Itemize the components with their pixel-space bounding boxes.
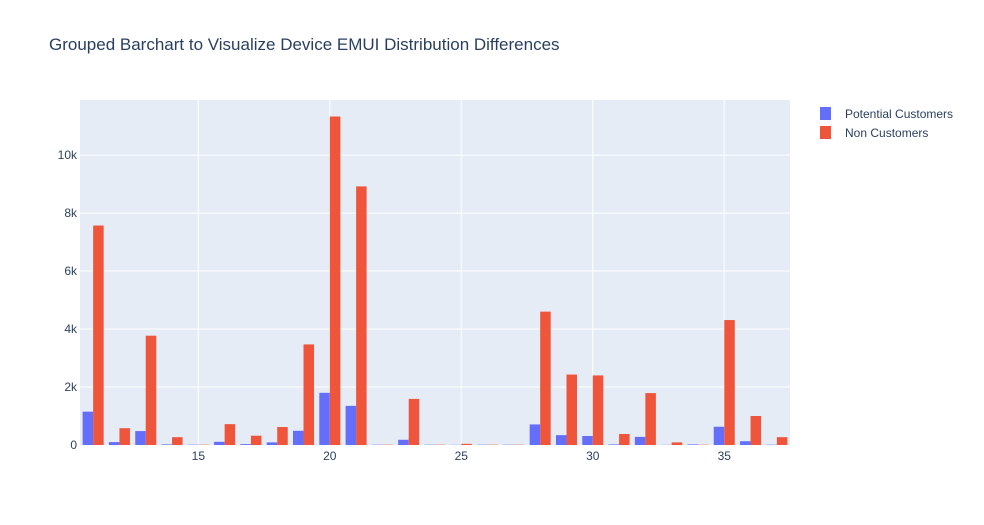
bar-potential-customers[interactable] (687, 444, 698, 445)
bar-potential-customers[interactable] (529, 424, 541, 445)
bar-potential-customers[interactable] (555, 435, 567, 445)
bars (82, 116, 788, 445)
x-tick-label: 20 (323, 449, 337, 463)
plot-area (80, 100, 790, 445)
bar-non-customers[interactable] (566, 374, 577, 445)
bar-potential-customers[interactable] (82, 411, 94, 445)
x-tick-label: 15 (192, 449, 206, 463)
x-tick-label: 35 (718, 449, 732, 463)
bar-non-customers[interactable] (93, 225, 104, 445)
bar-non-customers[interactable] (776, 437, 788, 445)
legend[interactable]: Potential Customers Non Customers (820, 107, 953, 140)
bar-non-customers[interactable] (645, 393, 656, 445)
bar-potential-customers[interactable] (608, 444, 620, 445)
x-tick-label: 30 (586, 449, 600, 463)
bar-non-customers[interactable] (119, 428, 130, 445)
bar-non-customers[interactable] (592, 375, 604, 445)
bar-non-customers[interactable] (277, 427, 288, 445)
bar-non-customers[interactable] (250, 435, 262, 445)
bar-potential-customers[interactable] (634, 436, 646, 445)
bar-non-customers[interactable] (145, 335, 157, 445)
bar-non-customers[interactable] (750, 416, 762, 445)
bar-non-customers[interactable] (619, 433, 630, 445)
y-tick-label: 2k (64, 380, 78, 394)
bar-potential-customers[interactable] (240, 444, 251, 445)
x-tick-label: 25 (455, 449, 469, 463)
y-tick-label: 6k (64, 264, 78, 278)
bar-non-customers[interactable] (329, 116, 341, 445)
legend-swatch[interactable] (820, 126, 831, 139)
y-tick-label: 4k (64, 322, 78, 336)
legend-item-non-customers[interactable]: Non Customers (820, 126, 928, 140)
chart-title: Grouped Barchart to Visualize Device EMU… (49, 35, 560, 54)
bar-potential-customers[interactable] (345, 405, 357, 445)
y-axis-ticks: 0 2k 4k 6k 8k 10k (58, 148, 78, 452)
bar-potential-customers[interactable] (713, 426, 725, 445)
bar-potential-customers[interactable] (161, 444, 173, 445)
bar-potential-customers[interactable] (293, 430, 304, 445)
legend-label[interactable]: Non Customers (845, 126, 928, 140)
bar-non-customers[interactable] (224, 424, 236, 445)
bar-potential-customers[interactable] (108, 442, 120, 445)
bar-potential-customers[interactable] (266, 442, 278, 445)
bar-non-customers[interactable] (408, 398, 420, 445)
bar-non-customers[interactable] (461, 443, 472, 445)
bar-potential-customers[interactable] (740, 441, 751, 445)
bar-potential-customers[interactable] (135, 431, 146, 445)
bar-non-customers[interactable] (172, 437, 183, 445)
bar-non-customers[interactable] (356, 186, 367, 445)
bar-non-customers[interactable] (303, 344, 315, 445)
y-tick-label: 10k (58, 148, 78, 162)
legend-label[interactable]: Potential Customers (845, 107, 953, 121)
bar-non-customers[interactable] (540, 311, 551, 445)
y-tick-label: 8k (64, 206, 78, 220)
bar-potential-customers[interactable] (319, 392, 330, 445)
bar-non-customers[interactable] (671, 442, 683, 445)
x-axis-ticks: 15 20 25 30 35 (192, 449, 732, 463)
bar-potential-customers[interactable] (582, 436, 593, 445)
bar-potential-customers[interactable] (214, 441, 225, 445)
legend-item-potential-customers[interactable]: Potential Customers (820, 107, 953, 121)
legend-swatch[interactable] (820, 107, 831, 120)
y-tick-label: 0 (70, 438, 77, 452)
bar-potential-customers[interactable] (398, 439, 409, 445)
bar-non-customers[interactable] (724, 320, 735, 445)
